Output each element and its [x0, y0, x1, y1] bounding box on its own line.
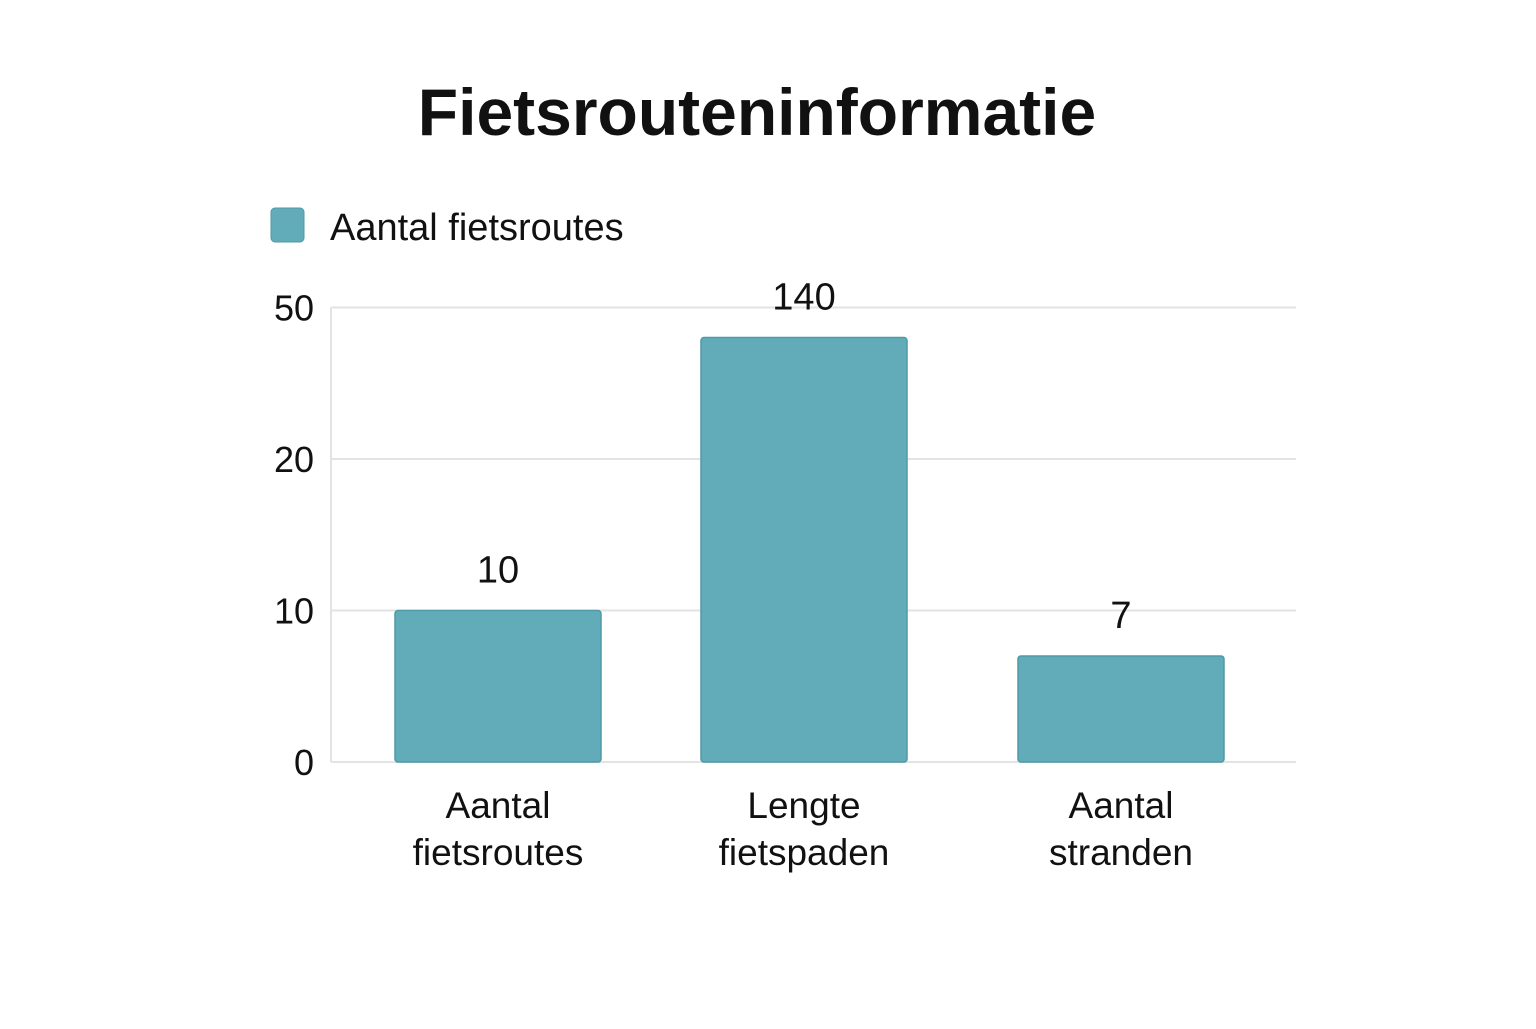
bars [394, 336, 1225, 763]
x-tick-label: Lengte [747, 785, 860, 826]
y-axis: 0 10 20 50 [274, 288, 332, 783]
x-tick-label: Aantal [1069, 785, 1174, 826]
value-label: 7 [1110, 595, 1131, 637]
x-axis: Aantal fietsroutes Lengte fietspaden Aantal s… [413, 785, 1193, 873]
y-tick-label: 0 [294, 742, 314, 783]
legend-label: Aantal fietsroutes [330, 207, 624, 249]
bar [1017, 655, 1225, 763]
value-label: 10 [477, 550, 519, 592]
x-tick-label: stranden [1049, 832, 1193, 873]
bar [394, 609, 602, 763]
chart-title: Fietsrouteninformatie [418, 75, 1096, 149]
legend-swatch [270, 207, 305, 243]
x-tick-label: fietsroutes [413, 832, 584, 873]
bar [700, 336, 908, 763]
value-label: 140 [772, 277, 835, 319]
y-tick-label: 20 [274, 439, 314, 480]
x-tick-label: fietspaden [719, 832, 890, 873]
legend: Aantal fietsroutes [270, 207, 624, 249]
y-tick-label: 50 [274, 288, 314, 329]
value-labels: 10 140 7 [477, 277, 1132, 637]
y-tick-label: 10 [274, 591, 314, 632]
x-tick-label: Aantal [446, 785, 551, 826]
